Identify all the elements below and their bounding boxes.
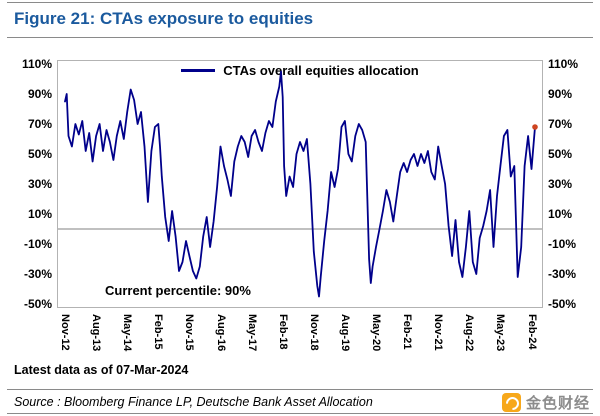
y-tick-label: 70% <box>27 117 52 131</box>
y-tick-label: -50% <box>23 297 52 311</box>
title-rule <box>7 37 593 38</box>
x-axis-labels: Nov-12 Aug-13 May-14 Feb-15 Nov-15 Aug-16 May-… <box>57 312 543 364</box>
x-tick-label: Feb-21 <box>401 314 414 350</box>
plot-border <box>57 60 543 308</box>
bottom-rule <box>7 413 593 414</box>
y-axis-right: 110% 90% 70% 50% 30% 10% -10% -30% -50% <box>548 57 592 311</box>
x-tick-label: Nov-15 <box>183 314 196 351</box>
x-tick-label: Aug-13 <box>90 314 103 352</box>
figure-title: Figure 21: CTAs exposure to equities <box>14 9 314 28</box>
y-tick-label: 90% <box>548 87 573 101</box>
watermark: 金色财经 <box>501 392 590 413</box>
source-text: Source : Bloomberg Finance LP, Deutsche … <box>14 395 373 409</box>
y-tick-label: -50% <box>548 297 577 311</box>
x-tick-label: May-20 <box>370 314 383 352</box>
y-tick-label: 30% <box>548 177 573 191</box>
plot-area <box>57 60 543 308</box>
jinse-finance-logo-icon <box>501 393 521 412</box>
top-rule <box>7 2 593 3</box>
y-axis-left: 110% 90% 70% 50% 30% 10% -10% -30% -50% <box>8 57 52 311</box>
x-tick-label: Feb-24 <box>525 314 538 350</box>
x-tick-label: Aug-19 <box>338 314 351 352</box>
x-tick-label: May-17 <box>245 314 258 352</box>
cta-allocation-line-chart <box>57 60 543 308</box>
y-tick-label: -10% <box>548 237 577 251</box>
y-tick-label: 10% <box>548 207 573 221</box>
y-tick-label: 30% <box>27 177 52 191</box>
y-tick-label: 50% <box>548 147 573 161</box>
watermark-label: 金色财经 <box>525 395 590 412</box>
x-tick-label: Nov-21 <box>432 314 445 351</box>
y-tick-label: 50% <box>27 147 52 161</box>
x-tick-label: Feb-15 <box>152 314 165 350</box>
mid-rule <box>7 389 593 390</box>
x-tick-label: Nov-18 <box>307 314 320 351</box>
x-tick-label: May-23 <box>494 314 507 352</box>
x-tick-label: Feb-18 <box>276 314 289 350</box>
y-tick-label: 70% <box>548 117 573 131</box>
x-tick-label: Aug-16 <box>214 314 227 352</box>
x-tick-label: Aug-22 <box>463 314 476 352</box>
y-tick-label: -30% <box>23 267 52 281</box>
y-tick-label: 110% <box>548 57 579 71</box>
cta-allocation-series <box>64 70 536 298</box>
y-tick-label: 90% <box>27 87 52 101</box>
y-tick-label: 10% <box>27 207 52 221</box>
x-tick-label: Nov-12 <box>59 314 71 351</box>
y-tick-label: 110% <box>21 57 52 71</box>
y-tick-label: -10% <box>23 237 52 251</box>
latest-point-marker <box>532 124 538 130</box>
latest-data-note: Latest data as of 07-Mar-2024 <box>14 363 189 377</box>
current-percentile-annotation: Current percentile: 90% <box>105 283 251 298</box>
x-tick-label: May-14 <box>121 314 134 352</box>
y-tick-label: -30% <box>548 267 577 281</box>
